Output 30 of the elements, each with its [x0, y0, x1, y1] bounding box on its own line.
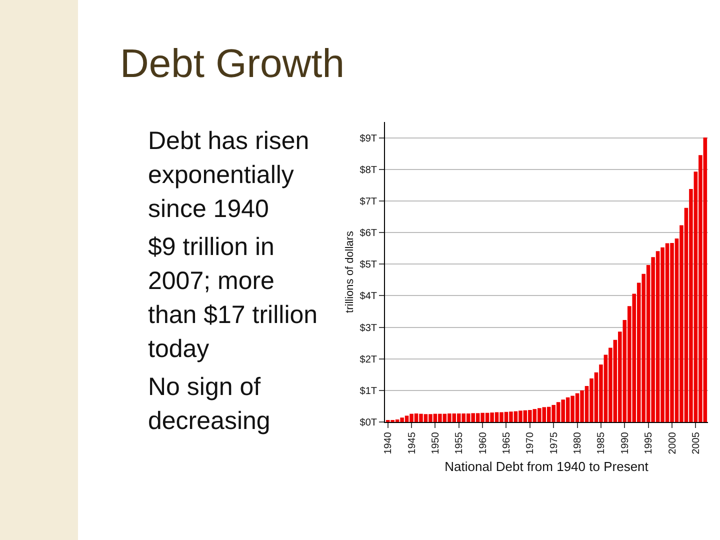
x-tick-label: 1965	[501, 432, 512, 454]
x-axis-title: National Debt from 1940 to Present	[444, 459, 649, 474]
y-axis-title: trillions of dollars	[344, 230, 356, 313]
x-tick-label: 1990	[620, 432, 631, 454]
y-tick-label: $1T	[360, 386, 377, 397]
x-tick-label: 1980	[572, 432, 584, 454]
y-tick-label: $7T	[360, 196, 377, 208]
x-tick-label: 1995	[644, 432, 655, 454]
y-tick-label: $6T	[360, 228, 377, 240]
x-tick-label: 1975	[548, 432, 560, 454]
x-tick-label: 1940	[383, 432, 394, 454]
y-tick-label: $0T	[360, 418, 377, 428]
text: $9 trillion in 2007; more than $17 trillion today	[148, 232, 318, 365]
x-tick-label: 1960	[478, 432, 489, 454]
y-tick-label: $9T	[360, 133, 377, 144]
text: Debt has risen exponentially since 1940	[148, 126, 310, 225]
y-tick-label: $5T	[360, 260, 377, 271]
y-tick-label: $2T	[360, 354, 377, 366]
x-tick-label: 1985	[596, 432, 608, 454]
y-tick-label: $3T	[360, 322, 377, 334]
y-tick-label: $8T	[360, 164, 377, 176]
text: No sign of decreasing	[148, 372, 272, 437]
x-tick-label: 2000	[667, 432, 678, 454]
x-tick-label: 1970	[525, 432, 536, 454]
x-tick-label: 1945	[406, 432, 418, 454]
x-tick-label: 2005	[690, 432, 702, 454]
x-tick-label: 1950	[430, 432, 442, 454]
chart-title: Debt Growth	[120, 42, 345, 87]
x-tick-label: 1955	[454, 432, 466, 454]
y-tick-label: $4T	[360, 291, 377, 302]
